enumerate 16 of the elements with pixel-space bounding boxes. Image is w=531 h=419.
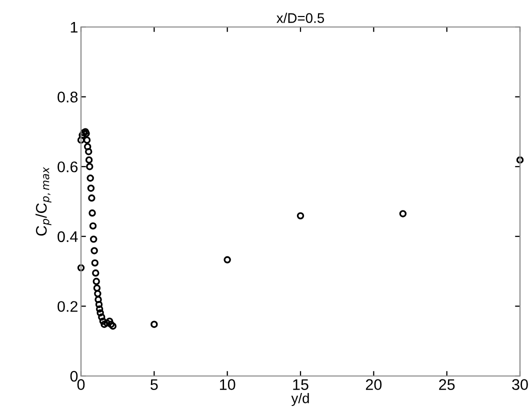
y-tick-label: 0.4 (58, 231, 78, 242)
y-tick-label: 0.6 (58, 161, 78, 172)
x-tick-label: 30 (512, 379, 528, 390)
y-tick-label: 0.2 (58, 301, 78, 312)
y-tick-label: 0.8 (58, 92, 78, 102)
x-tick-label: 0 (77, 379, 85, 390)
chart-title: x/D=0.5 (276, 12, 324, 23)
y-tick-label: 0 (70, 370, 78, 382)
x-tick-label: 10 (220, 379, 236, 390)
y-axis-title: C$_{p}$/C$_{p,max}$ (36, 166, 52, 236)
x-tick-label: 5 (150, 379, 158, 390)
y-tick-label: 1 (70, 22, 78, 33)
x-tick-label: 20 (366, 379, 382, 390)
x-axis-title: y/d (291, 393, 309, 406)
x-tick-label: 15 (293, 379, 308, 390)
x-tick-label: 25 (439, 379, 455, 390)
